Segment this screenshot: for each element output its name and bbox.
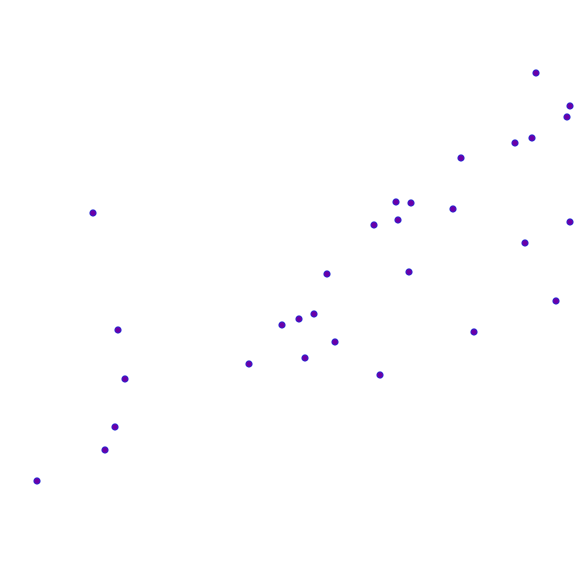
scatter-point-0-2: [101, 446, 109, 454]
scatter-point-0-25: [532, 69, 540, 77]
scatter-point-0-14: [376, 371, 384, 379]
scatter-point-0-7: [278, 321, 286, 329]
scatter-point-0-10: [310, 310, 318, 318]
scatter-point-0-9: [301, 354, 309, 362]
scatter-point-0-0: [33, 477, 41, 485]
scatter-point-0-11: [323, 270, 331, 278]
scatter-point-0-29: [566, 218, 574, 226]
scatter-point-0-17: [405, 268, 413, 276]
scatter-point-0-5: [121, 375, 129, 383]
scatter-point-0-23: [521, 239, 529, 247]
scatter-point-0-4: [114, 326, 122, 334]
scatter-point-0-3: [111, 423, 119, 431]
scatter-point-0-21: [470, 328, 478, 336]
scatter-point-0-6: [245, 360, 253, 368]
scatter-point-0-8: [295, 315, 303, 323]
scatter-point-0-27: [563, 113, 571, 121]
scatter-point-0-28: [566, 102, 574, 110]
scatter-point-0-18: [407, 199, 415, 207]
scatter-point-0-13: [370, 221, 378, 229]
scatter-point-0-22: [511, 139, 519, 147]
scatter-point-0-16: [394, 216, 402, 224]
scatter-point-0-24: [528, 134, 536, 142]
scatter-point-0-12: [331, 338, 339, 346]
scatter-point-0-20: [457, 154, 465, 162]
scatter-point-0-19: [449, 205, 457, 213]
scatter-point-0-15: [392, 198, 400, 206]
scatter-point-0-26: [552, 297, 560, 305]
scatter-points-layer: [33, 69, 574, 485]
scatter-point-0-1: [89, 209, 97, 217]
